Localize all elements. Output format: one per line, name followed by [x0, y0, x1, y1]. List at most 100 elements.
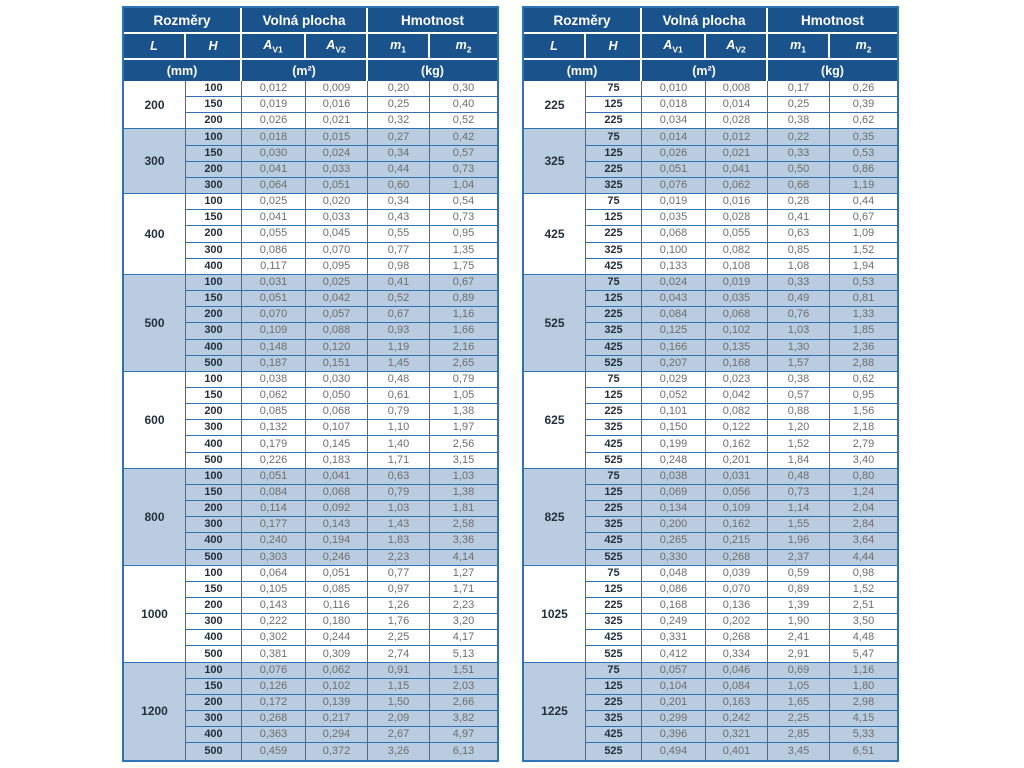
table-row: 325 0,200 0,162 1,55 2,84 [524, 517, 898, 534]
cell-av1: 0,064 [242, 177, 306, 195]
cell-m1: 0,60 [368, 177, 431, 195]
cell-av2: 0,082 [706, 404, 769, 421]
cell-h: 200 [186, 113, 242, 130]
cell-av2: 0,139 [306, 694, 369, 712]
cell-av1: 0,030 [242, 145, 306, 162]
cell-m1: 0,73 [768, 484, 831, 502]
cell-av2: 0,120 [306, 339, 369, 356]
cell-m2: 2,03 [430, 678, 498, 695]
col-header-m2: m2 [430, 34, 498, 60]
cell-h: 125 [586, 387, 642, 405]
cell-av1: 0,240 [242, 533, 306, 550]
cell-m2: 0,67 [830, 210, 898, 227]
cell-av2: 0,092 [306, 501, 369, 518]
cell-m1: 2,23 [368, 549, 431, 566]
cell-m1: 0,50 [768, 161, 831, 178]
cell-h: 300 [186, 711, 242, 728]
table-row: 525 0,248 0,201 1,84 3,40 [524, 452, 898, 469]
table-header: Rozměry Volná plocha Hmotnost L H AV1 AV… [524, 8, 898, 81]
cell-h: 425 [586, 630, 642, 647]
cell-m2: 1,04 [430, 177, 498, 195]
cell-m1: 0,48 [768, 468, 831, 485]
cell-m2: 0,81 [830, 291, 898, 308]
table-row: 200 100 0,012 0,009 0,20 0,30 [124, 81, 498, 130]
cell-av2: 0,039 [706, 565, 769, 582]
cell-m2: 5,13 [430, 646, 498, 663]
cell-m1: 1,57 [768, 355, 831, 372]
cell-m1: 0,38 [768, 371, 831, 388]
cell-m2: 4,17 [430, 630, 498, 647]
table-row: 325 0,100 0,082 0,85 1,52 [524, 242, 898, 259]
cell-m2: 2,36 [830, 339, 898, 356]
cell-av2: 0,084 [706, 678, 769, 695]
cell-m1: 1,45 [368, 355, 431, 372]
cell-av2: 0,055 [706, 226, 769, 243]
cell-m2: 1,09 [830, 226, 898, 243]
cell-av1: 0,041 [242, 210, 306, 227]
header-free-area: Volná plocha [642, 8, 769, 34]
cell-av1: 0,201 [642, 694, 706, 712]
cell-m2: 0,53 [830, 274, 898, 292]
table-row: 200 0,026 0,021 0,32 0,52 [124, 113, 498, 130]
cell-m1: 0,33 [768, 145, 831, 162]
cell-m1: 0,63 [768, 226, 831, 243]
cell-h: 400 [186, 727, 242, 744]
dimension-spec-table-right: Rozměry Volná plocha Hmotnost L H AV1 AV… [522, 6, 900, 762]
cell-av2: 0,051 [306, 565, 369, 582]
cell-h: 500 [186, 549, 242, 566]
cell-h: 225 [586, 598, 642, 615]
cell-av2: 0,145 [306, 436, 369, 453]
cell-h: 100 [186, 565, 242, 582]
cell-av1: 0,302 [242, 630, 306, 647]
cell-av2: 0,372 [306, 743, 369, 760]
cell-h: 300 [186, 420, 242, 437]
unit-m2: (m²) [642, 60, 769, 81]
cell-m1: 2,74 [368, 646, 431, 663]
cell-av1: 0,265 [642, 533, 706, 550]
cell-h: 525 [586, 743, 642, 760]
cell-av1: 0,068 [642, 226, 706, 243]
cell-h: 300 [186, 323, 242, 340]
cell-av2: 0,202 [706, 614, 769, 631]
cell-l: 300 [124, 129, 186, 195]
cell-h: 150 [186, 387, 242, 405]
cell-av1: 0,179 [242, 436, 306, 453]
cell-av1: 0,105 [242, 581, 306, 598]
cell-av1: 0,166 [642, 339, 706, 356]
cell-av2: 0,020 [306, 194, 369, 211]
cell-m1: 1,50 [368, 694, 431, 712]
table-row: 150 0,062 0,050 0,61 1,05 [124, 387, 498, 405]
cell-m1: 0,61 [368, 387, 431, 405]
cell-m2: 1,66 [430, 323, 498, 340]
cell-m2: 1,75 [430, 258, 498, 275]
cell-m2: 1,38 [430, 484, 498, 502]
cell-m2: 1,51 [430, 662, 498, 679]
cell-av2: 0,183 [306, 452, 369, 469]
table-row: 225 0,201 0,163 1,65 2,98 [524, 694, 898, 712]
cell-m1: 1,03 [368, 501, 431, 518]
cell-h: 225 [586, 161, 642, 178]
table-row: 150 0,105 0,085 0,97 1,71 [124, 581, 498, 598]
cell-av2: 0,217 [306, 711, 369, 728]
cell-av2: 0,215 [706, 533, 769, 550]
cell-m2: 1,97 [430, 420, 498, 437]
cell-m2: 2,16 [430, 339, 498, 356]
cell-m2: 1,27 [430, 565, 498, 582]
cell-h: 100 [186, 81, 242, 98]
unit-mm: (mm) [124, 60, 242, 81]
cell-m1: 3,26 [368, 743, 431, 760]
cell-h: 200 [186, 501, 242, 518]
cell-av2: 0,163 [706, 694, 769, 712]
cell-av2: 0,201 [706, 452, 769, 469]
cell-av1: 0,299 [642, 711, 706, 728]
cell-l: 225 [524, 81, 586, 130]
cell-m1: 1,43 [368, 517, 431, 534]
table-row: 125 0,069 0,056 0,73 1,24 [524, 484, 898, 502]
cell-h: 400 [186, 258, 242, 275]
cell-l: 800 [124, 468, 186, 566]
cell-h: 500 [186, 452, 242, 469]
cell-h: 525 [586, 646, 642, 663]
table-row: 300 0,109 0,088 0,93 1,66 [124, 323, 498, 340]
col-header-m1: m1 [368, 34, 431, 60]
cell-av2: 0,070 [306, 242, 369, 259]
